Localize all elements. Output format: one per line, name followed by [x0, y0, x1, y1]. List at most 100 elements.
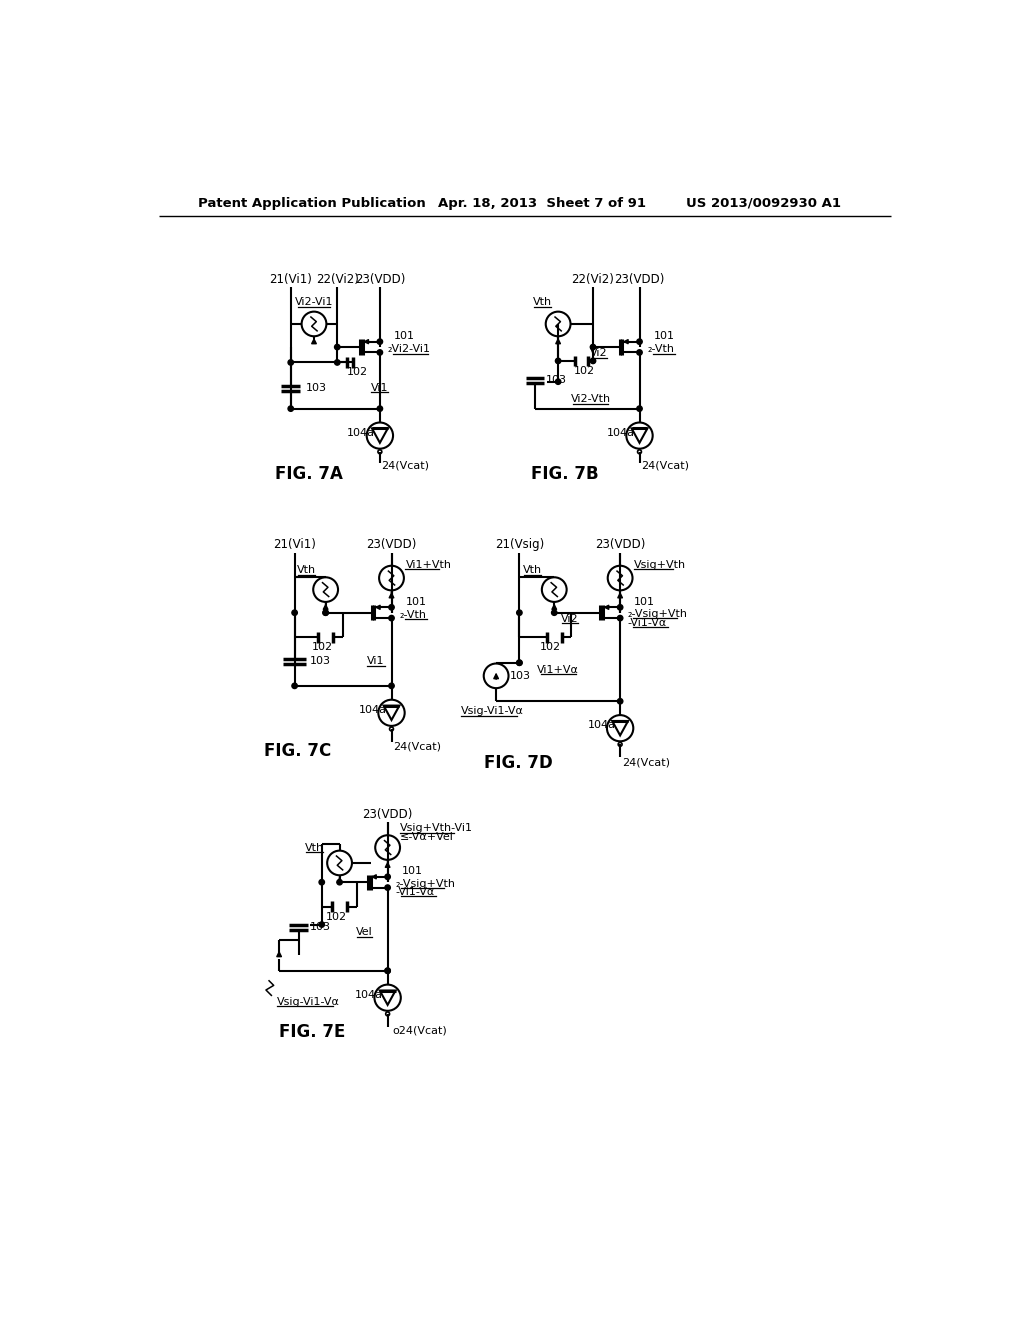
Text: Apr. 18, 2013  Sheet 7 of 91: Apr. 18, 2013 Sheet 7 of 91 — [438, 197, 646, 210]
Circle shape — [335, 345, 340, 350]
Text: FIG. 7B: FIG. 7B — [531, 465, 599, 483]
Text: 102: 102 — [347, 367, 369, 378]
Text: 23(VDD): 23(VDD) — [614, 273, 665, 286]
Text: 101: 101 — [401, 866, 423, 876]
Text: Vi2-Vth: Vi2-Vth — [570, 395, 610, 404]
Text: Vsig+Vth-Vi1: Vsig+Vth-Vi1 — [400, 824, 473, 833]
Text: 103: 103 — [309, 921, 331, 932]
Circle shape — [385, 968, 390, 973]
Text: 21(Vi1): 21(Vi1) — [269, 273, 312, 286]
Text: 24(Vcat): 24(Vcat) — [641, 461, 689, 471]
Text: 22(Vi2): 22(Vi2) — [571, 273, 614, 286]
Circle shape — [385, 874, 390, 879]
Circle shape — [555, 379, 561, 384]
Text: 104a: 104a — [358, 705, 387, 714]
Text: 103: 103 — [310, 656, 331, 667]
Text: 23(VDD): 23(VDD) — [367, 539, 417, 552]
Text: 104a: 104a — [355, 990, 383, 999]
Text: Vi2: Vi2 — [591, 348, 608, 358]
Text: 101: 101 — [634, 597, 655, 607]
Text: Vth: Vth — [523, 565, 542, 576]
Text: 101: 101 — [406, 597, 426, 607]
Circle shape — [323, 610, 329, 615]
Text: Vel: Vel — [356, 927, 373, 937]
Circle shape — [637, 350, 642, 355]
Text: 103: 103 — [510, 671, 531, 681]
Text: FIG. 7A: FIG. 7A — [275, 465, 343, 483]
Text: 101: 101 — [394, 331, 415, 342]
Text: 104a: 104a — [588, 721, 615, 730]
Circle shape — [637, 339, 642, 345]
Circle shape — [637, 407, 642, 412]
Text: 104a: 104a — [607, 428, 635, 437]
Text: ₂Vi2-Vi1: ₂Vi2-Vi1 — [388, 345, 431, 354]
Text: 23(VDD): 23(VDD) — [362, 808, 413, 821]
Text: ₂-Vsig+Vth: ₂-Vsig+Vth — [628, 610, 688, 619]
Text: FIG. 7D: FIG. 7D — [484, 754, 553, 772]
Circle shape — [517, 660, 522, 665]
Text: Vsig-Vi1-Vα: Vsig-Vi1-Vα — [276, 997, 340, 1007]
Text: -Vi1-Vα: -Vi1-Vα — [395, 887, 434, 898]
Text: Vi1: Vi1 — [371, 383, 389, 393]
Circle shape — [517, 610, 522, 615]
Text: Vsig-Vi1-Vα: Vsig-Vi1-Vα — [461, 706, 524, 717]
Circle shape — [292, 684, 297, 689]
Text: 21(Vi1): 21(Vi1) — [273, 539, 316, 552]
Circle shape — [590, 345, 596, 350]
Circle shape — [377, 339, 383, 345]
Circle shape — [517, 660, 522, 665]
Text: FIG. 7E: FIG. 7E — [280, 1023, 345, 1041]
Text: Vi2: Vi2 — [561, 614, 579, 624]
Circle shape — [319, 879, 325, 884]
Text: ₂-Vth: ₂-Vth — [647, 345, 674, 354]
Text: 102: 102 — [326, 912, 347, 921]
Circle shape — [617, 615, 623, 620]
Text: Vi2-Vi1: Vi2-Vi1 — [295, 297, 333, 308]
Text: Vi1+Vth: Vi1+Vth — [406, 560, 452, 570]
Text: 22(Vi2): 22(Vi2) — [315, 273, 358, 286]
Circle shape — [385, 884, 390, 890]
Circle shape — [288, 407, 294, 412]
Circle shape — [552, 610, 557, 615]
Text: Vi1: Vi1 — [368, 656, 385, 667]
Circle shape — [377, 350, 383, 355]
Circle shape — [335, 360, 340, 366]
Circle shape — [590, 358, 596, 363]
Text: 23(VDD): 23(VDD) — [354, 273, 406, 286]
Text: Vth: Vth — [305, 842, 325, 853]
Circle shape — [337, 879, 342, 884]
Text: 104a: 104a — [347, 428, 375, 437]
Text: 103: 103 — [306, 383, 328, 393]
Text: 24(Vcat): 24(Vcat) — [622, 758, 670, 767]
Circle shape — [292, 610, 297, 615]
Text: -Vi1-Vα: -Vi1-Vα — [628, 618, 667, 628]
Text: US 2013/0092930 A1: US 2013/0092930 A1 — [686, 197, 841, 210]
Circle shape — [323, 610, 329, 615]
Text: 102: 102 — [573, 366, 595, 376]
Circle shape — [389, 605, 394, 610]
Circle shape — [555, 358, 561, 363]
Text: 102: 102 — [541, 643, 561, 652]
Circle shape — [377, 407, 383, 412]
Text: 101: 101 — [653, 331, 675, 342]
Circle shape — [617, 698, 623, 704]
Circle shape — [319, 921, 325, 927]
Text: Vth: Vth — [534, 297, 552, 308]
Text: FIG. 7C: FIG. 7C — [263, 742, 331, 760]
Text: Vth: Vth — [297, 565, 315, 576]
Text: 102: 102 — [311, 643, 333, 652]
Text: Patent Application Publication: Patent Application Publication — [198, 197, 426, 210]
Text: 21(Vsig): 21(Vsig) — [495, 539, 544, 552]
Text: Vsig+Vth: Vsig+Vth — [634, 560, 686, 570]
Text: Vi1+Vα: Vi1+Vα — [538, 665, 579, 675]
Circle shape — [385, 968, 390, 973]
Text: 23(VDD): 23(VDD) — [595, 539, 645, 552]
Text: ₂-Vsig+Vth: ₂-Vsig+Vth — [395, 879, 456, 888]
Circle shape — [617, 605, 623, 610]
Text: ₂-Vth: ₂-Vth — [399, 610, 426, 620]
Circle shape — [288, 360, 294, 366]
Circle shape — [389, 615, 394, 620]
Text: ≤-Vα+Vel: ≤-Vα+Vel — [400, 832, 454, 842]
Text: o24(Vcat): o24(Vcat) — [392, 1026, 447, 1036]
Text: 24(Vcat): 24(Vcat) — [393, 742, 441, 751]
